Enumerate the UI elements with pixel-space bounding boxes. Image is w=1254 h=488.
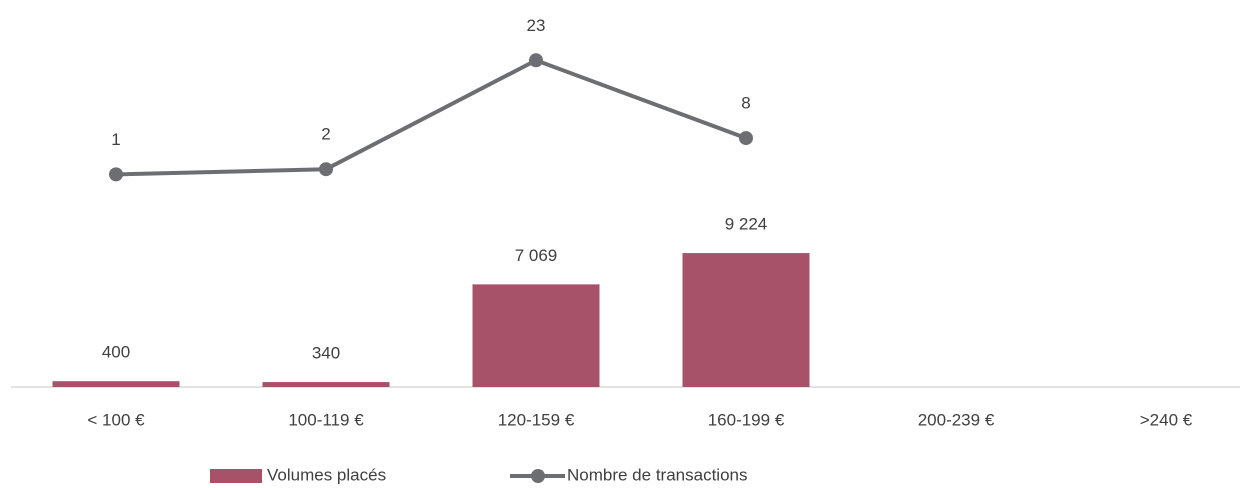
x-tick-label: 120-159 € xyxy=(498,410,575,429)
x-tick-label: 160-199 € xyxy=(708,410,785,429)
legend-label: Nombre de transactions xyxy=(567,465,747,484)
data-label: 340 xyxy=(312,344,340,363)
x-tick-label: >240 € xyxy=(1140,410,1193,429)
data-label: 23 xyxy=(527,16,546,35)
x-tick-label: 200-239 € xyxy=(918,410,995,429)
line-marker xyxy=(319,162,333,177)
bar xyxy=(472,284,600,387)
x-tick-label: 100-119 € xyxy=(288,410,364,429)
legend-swatch-marker xyxy=(531,469,545,483)
line-marker xyxy=(739,131,753,146)
data-label: 400 xyxy=(102,343,130,362)
bar xyxy=(52,381,180,387)
legend-swatch xyxy=(210,469,262,483)
bar xyxy=(262,382,390,387)
data-label: 8 xyxy=(741,94,750,113)
line-marker xyxy=(109,167,123,182)
legend-label: Volumes placés xyxy=(267,465,386,484)
line-marker xyxy=(529,53,543,68)
data-label: 2 xyxy=(321,125,330,144)
bar xyxy=(682,253,810,387)
data-label: 1 xyxy=(111,130,120,149)
data-label: 7 069 xyxy=(515,246,558,265)
line xyxy=(115,58,747,177)
data-label: 9 224 xyxy=(725,215,768,234)
x-tick-label: < 100 € xyxy=(87,410,145,429)
